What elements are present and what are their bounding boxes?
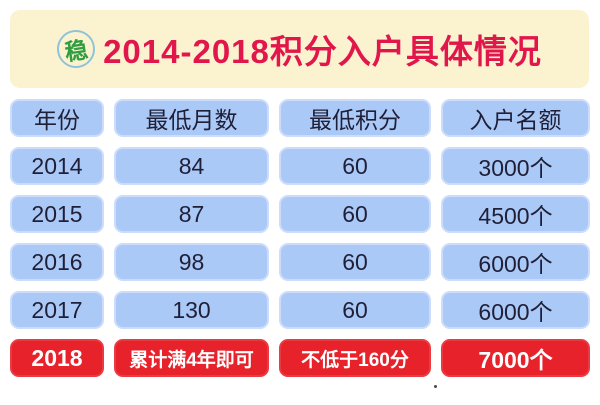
cell-year: 2014 [10, 147, 104, 185]
cell-min-months: 87 [114, 195, 269, 233]
table-row-2016: 2016 98 60 6000个 [10, 243, 590, 281]
wen-seal-icon: 稳 [54, 27, 98, 71]
cell-min-points: 60 [279, 195, 431, 233]
column-header-year: 年份 [10, 99, 104, 137]
cell-min-points: 60 [279, 243, 431, 281]
cell-year: 2018 [10, 339, 104, 377]
points-table: 年份 最低月数 最低积分 入户名额 2014 84 60 3000个 2015 … [10, 99, 590, 389]
cell-min-months: 98 [114, 243, 269, 281]
table-row-2017: 2017 130 60 6000个 [10, 291, 590, 329]
column-header-min-months: 最低月数 [114, 99, 269, 137]
table-row-2018-highlight: 2018 累计满4年即可 不低于160分 7000个 [10, 339, 590, 377]
cell-quota: 7000个 [441, 339, 590, 377]
cell-quota: 4500个 [441, 195, 590, 233]
table-row-2014: 2014 84 60 3000个 [10, 147, 590, 185]
cell-year: 2017 [10, 291, 104, 329]
cell-year: 2016 [10, 243, 104, 281]
title-banner: 稳 2014-2018积分入户具体情况 [10, 10, 589, 88]
cell-min-months: 累计满4年即可 [114, 339, 269, 377]
cell-quota: 6000个 [441, 291, 590, 329]
cell-min-months: 84 [114, 147, 269, 185]
cell-min-points: 60 [279, 147, 431, 185]
table-header-row: 年份 最低月数 最低积分 入户名额 [10, 99, 590, 137]
table-row-2015: 2015 87 60 4500个 [10, 195, 590, 233]
page-title: 2014-2018积分入户具体情况 [103, 33, 542, 70]
cell-quota: 3000个 [441, 147, 590, 185]
cell-min-points: 60 [279, 291, 431, 329]
cell-year: 2015 [10, 195, 104, 233]
column-header-quota: 入户名额 [441, 99, 590, 137]
cell-min-months: 130 [114, 291, 269, 329]
cell-min-points: 不低于160分 [279, 339, 431, 377]
stray-dot [434, 385, 437, 388]
column-header-min-points: 最低积分 [279, 99, 431, 137]
cell-quota: 6000个 [441, 243, 590, 281]
